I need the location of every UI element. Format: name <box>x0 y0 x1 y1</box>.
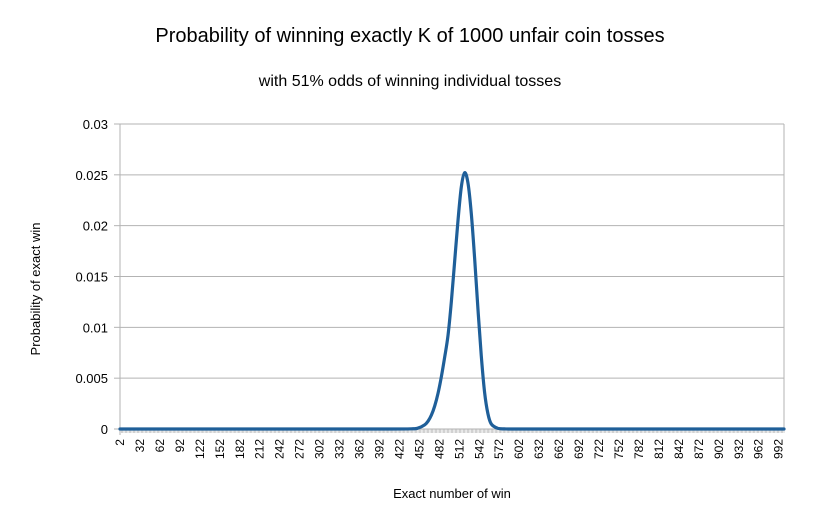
x-tick-label: 362 <box>353 439 367 459</box>
x-tick-label: 572 <box>492 439 506 459</box>
x-tick-label: 812 <box>652 439 666 459</box>
x-tick-label: 632 <box>532 439 546 459</box>
chart-subtitle: with 51% odds of winning individual toss… <box>258 73 561 90</box>
y-tick-label: 0.015 <box>75 270 108 285</box>
series-layer <box>118 171 786 431</box>
y-tick-label: 0 <box>101 422 108 437</box>
x-tick-label: 152 <box>213 439 227 459</box>
x-tick-label: 962 <box>752 439 766 459</box>
x-tick-label: 842 <box>672 439 686 459</box>
x-tick-label: 182 <box>233 439 247 459</box>
x-tick-label: 452 <box>412 439 426 459</box>
x-tick-label: 32 <box>133 439 147 453</box>
x-tick-label: 482 <box>432 439 446 459</box>
y-axis-title: Probability of exact win <box>28 223 43 356</box>
x-tick-label: 392 <box>372 439 386 459</box>
x-tick-label: 692 <box>572 439 586 459</box>
x-tick-label: 92 <box>173 439 187 453</box>
x-tick-label: 122 <box>193 439 207 459</box>
x-tick-label: 512 <box>452 439 466 459</box>
x-tick-label: 602 <box>512 439 526 459</box>
x-axis-ticks: 2 32 62 92 122 152 182 212 242 272 302 332 362 392 422… <box>113 439 786 459</box>
x-tick-label: 722 <box>592 439 606 459</box>
x-tick-label: 242 <box>273 439 287 459</box>
x-tick-label: 542 <box>472 439 486 459</box>
y-tick-label: 0.02 <box>83 219 108 234</box>
grid <box>114 123 785 435</box>
x-tick-label: 782 <box>632 439 646 459</box>
x-tick-label: 272 <box>293 439 307 459</box>
y-axis-ticks: 0 0.005 0.01 0.015 0.02 0.025 0.03 <box>75 117 108 437</box>
y-tick-label: 0.005 <box>75 371 108 386</box>
x-tick-label: 902 <box>712 439 726 459</box>
x-tick-label: 422 <box>392 439 406 459</box>
x-tick-label: 872 <box>692 439 706 459</box>
series-line <box>118 171 786 431</box>
x-tick-label: 2 <box>113 439 127 446</box>
x-tick-label: 932 <box>732 439 746 459</box>
x-tick-label: 992 <box>772 439 786 459</box>
x-tick-label: 752 <box>612 439 626 459</box>
y-tick-label: 0.025 <box>75 168 108 183</box>
x-tick-label: 662 <box>552 439 566 459</box>
x-axis-title: Exact number of win <box>393 486 511 501</box>
x-tick-label: 212 <box>253 439 267 459</box>
x-tick-label: 62 <box>153 439 167 453</box>
y-tick-label: 0.01 <box>83 320 108 335</box>
y-tick-label: 0.03 <box>83 117 108 132</box>
x-tick-label: 332 <box>333 439 347 459</box>
chart-title: Probability of winning exactly K of 1000… <box>155 25 664 47</box>
x-tick-label: 302 <box>313 439 327 459</box>
